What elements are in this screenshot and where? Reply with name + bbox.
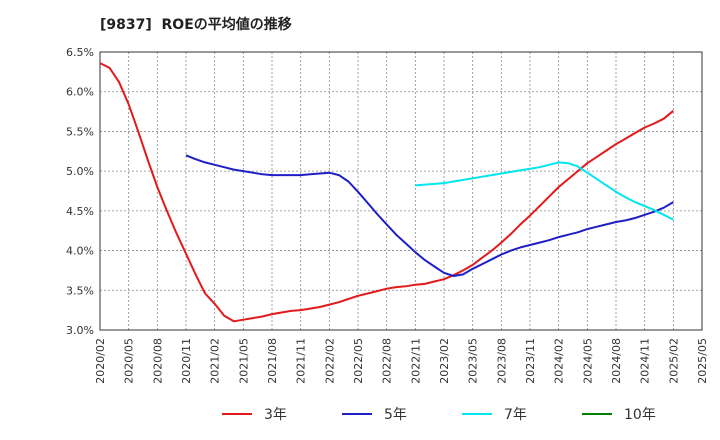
- x-tick-label: 2022/05: [352, 338, 365, 384]
- y-tick-label: 5.0%: [66, 165, 94, 178]
- legend-item: 7年: [462, 407, 527, 423]
- series-line: [415, 161, 674, 221]
- x-tick-label: 2023/02: [438, 338, 451, 384]
- x-tick-label: 2024/05: [581, 338, 594, 384]
- legend-item: 10年: [582, 407, 656, 423]
- y-tick-label: 4.5%: [66, 205, 94, 218]
- series-lines: [99, 62, 674, 323]
- legend-label: 7年: [504, 407, 527, 423]
- x-tick-label: 2020/05: [123, 338, 136, 384]
- chart-title: [9837] ROEの平均値の推移: [100, 17, 292, 33]
- x-tick-label: 2021/11: [295, 338, 308, 384]
- x-tick-label: 2024/08: [610, 338, 623, 384]
- x-tick-label: 2024/11: [639, 338, 652, 384]
- y-tick-label: 3.0%: [66, 324, 94, 337]
- x-tick-label: 2025/02: [667, 338, 680, 384]
- x-tick-label: 2020/02: [94, 338, 107, 384]
- x-tick-label: 2023/11: [524, 338, 537, 384]
- x-tick-label: 2023/08: [495, 338, 508, 384]
- y-tick-label: 6.0%: [66, 86, 94, 99]
- legend-label: 5年: [384, 407, 407, 423]
- x-tick-label: 2021/05: [237, 338, 250, 384]
- plot-area: [99, 51, 703, 331]
- legend: 3年 5年 7年 10年: [222, 407, 656, 423]
- x-tick-label: 2020/08: [151, 338, 164, 384]
- y-tick-label: 4.0%: [66, 245, 94, 258]
- x-tick-label: 2022/02: [323, 338, 336, 384]
- legend-label: 3年: [264, 407, 287, 423]
- series-line: [99, 62, 674, 323]
- x-axis-ticks: 2020/02 2020/05 2020/08 2020/11 2021/02 2021/…: [94, 338, 709, 384]
- x-tick-label: 2025/05: [696, 338, 709, 384]
- legend-label: 10年: [624, 407, 656, 423]
- x-tick-label: 2024/02: [553, 338, 566, 384]
- y-axis-ticks: 3.0% 3.5% 4.0% 4.5% 5.0% 5.5% 6.0% 6.5%: [66, 46, 94, 337]
- legend-item: 5年: [342, 407, 407, 423]
- x-tick-label: 2021/08: [266, 338, 279, 384]
- x-tick-label: 2022/11: [409, 338, 422, 384]
- x-tick-label: 2023/05: [467, 338, 480, 384]
- x-tick-label: 2022/08: [381, 338, 394, 384]
- series-line: [185, 154, 674, 277]
- x-tick-label: 2020/11: [180, 338, 193, 384]
- x-tick-label: 2021/02: [209, 338, 222, 384]
- y-tick-label: 3.5%: [66, 284, 94, 297]
- y-tick-label: 6.5%: [66, 46, 94, 59]
- legend-item: 3年: [222, 407, 287, 423]
- grid-lines: [99, 51, 703, 331]
- y-tick-label: 5.5%: [66, 125, 94, 138]
